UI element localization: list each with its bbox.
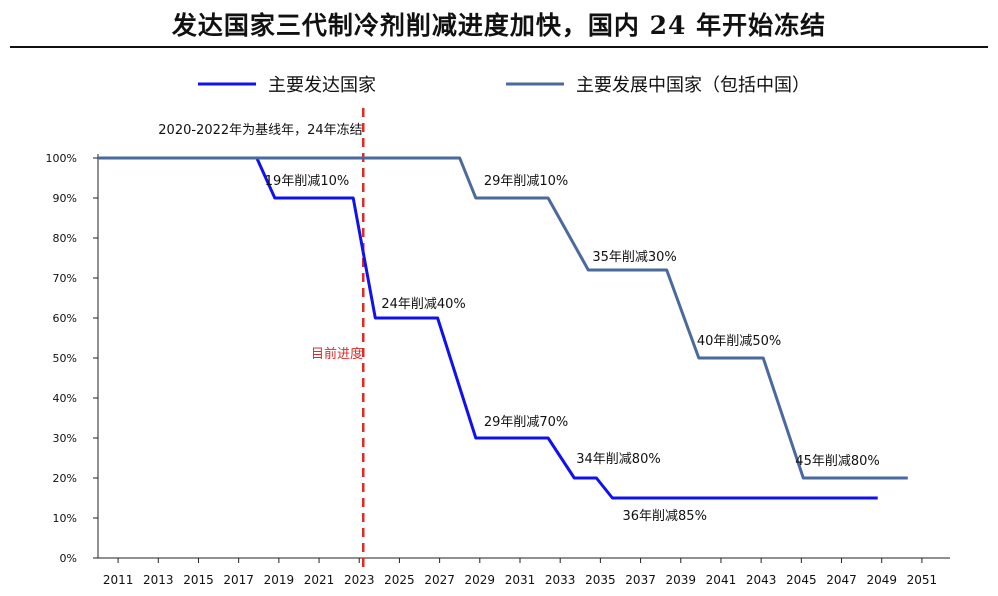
y-tick-label: 30%: [53, 432, 77, 445]
x-axis: 2011 2013 2015 2017 2019 2021 2023 2025 2027 2029…: [98, 557, 950, 587]
x-tick-label: 2023: [344, 573, 375, 587]
x-tick-label: 2045: [786, 573, 817, 587]
annotation-label: 目前进度: [311, 346, 363, 362]
y-tick-label: 100%: [46, 152, 77, 165]
series-line-1: [98, 156, 878, 500]
x-tick-label: 2015: [183, 573, 214, 587]
x-tick-label: 2037: [625, 573, 656, 587]
annotations: 2020-2022年为基线年，24年冻结 19年削减10% 24年削减40% 29年削…: [158, 122, 879, 524]
annotation-label: 36年削减85%: [622, 509, 706, 524]
x-tick-label: 2019: [264, 573, 295, 587]
annotation-label: 19年削减10%: [265, 174, 349, 189]
annotation-label: 34年削减80%: [576, 452, 660, 467]
y-tick-label: 80%: [53, 232, 77, 245]
annotation-label: 45年削减80%: [795, 454, 879, 469]
series-lines: [98, 156, 908, 500]
page-title: 发达国家三代制冷剂削减进度加快，国内 24 年开始冻结: [171, 11, 827, 40]
x-tick-label: 2025: [384, 573, 415, 587]
annotation-label: 29年削减10%: [484, 174, 568, 189]
legend-label-2: 主要发展中国家（包括中国）: [576, 75, 810, 96]
x-tick-label: 2035: [585, 573, 616, 587]
x-tick-label: 2011: [103, 573, 134, 587]
y-tick-label: 50%: [53, 352, 77, 365]
annotation-label: 2020-2022年为基线年，24年冻结: [158, 122, 362, 138]
y-tick-label: 90%: [53, 192, 77, 205]
annotation-label: 29年削减70%: [484, 415, 568, 430]
y-tick-label: 60%: [53, 312, 77, 325]
legend-label-1: 主要发达国家: [268, 75, 376, 96]
title-divider: [10, 46, 988, 48]
x-tick-label: 2049: [866, 573, 897, 587]
x-tick-label: 2031: [505, 573, 536, 587]
y-tick-label: 10%: [53, 512, 77, 525]
legend: 主要发达国家 主要发展中国家（包括中国）: [198, 75, 810, 96]
x-tick-label: 2033: [545, 573, 576, 587]
y-tick-label: 0%: [60, 552, 77, 565]
y-axis: 0% 10% 20% 30% 40% 50% 60% 70% 80% 90% 100%: [46, 152, 99, 565]
x-tick-label: 2039: [665, 573, 696, 587]
x-tick-label: 2027: [424, 573, 455, 587]
y-tick-label: 40%: [53, 392, 77, 405]
x-tick-label: 2051: [907, 573, 938, 587]
x-tick-label: 2017: [223, 573, 254, 587]
series-line-2: [98, 156, 908, 480]
y-tick-label: 70%: [53, 272, 77, 285]
x-tick-label: 2041: [706, 573, 737, 587]
x-tick-label: 2043: [746, 573, 777, 587]
x-tick-label: 2021: [304, 573, 335, 587]
annotation-label: 40年削减50%: [697, 334, 781, 349]
x-tick-label: 2047: [826, 573, 857, 587]
x-tick-label: 2029: [465, 573, 496, 587]
y-tick-label: 20%: [53, 472, 77, 485]
annotation-label: 24年削减40%: [381, 297, 465, 312]
annotation-label: 35年削减30%: [592, 250, 676, 265]
x-tick-label: 2013: [143, 573, 174, 587]
